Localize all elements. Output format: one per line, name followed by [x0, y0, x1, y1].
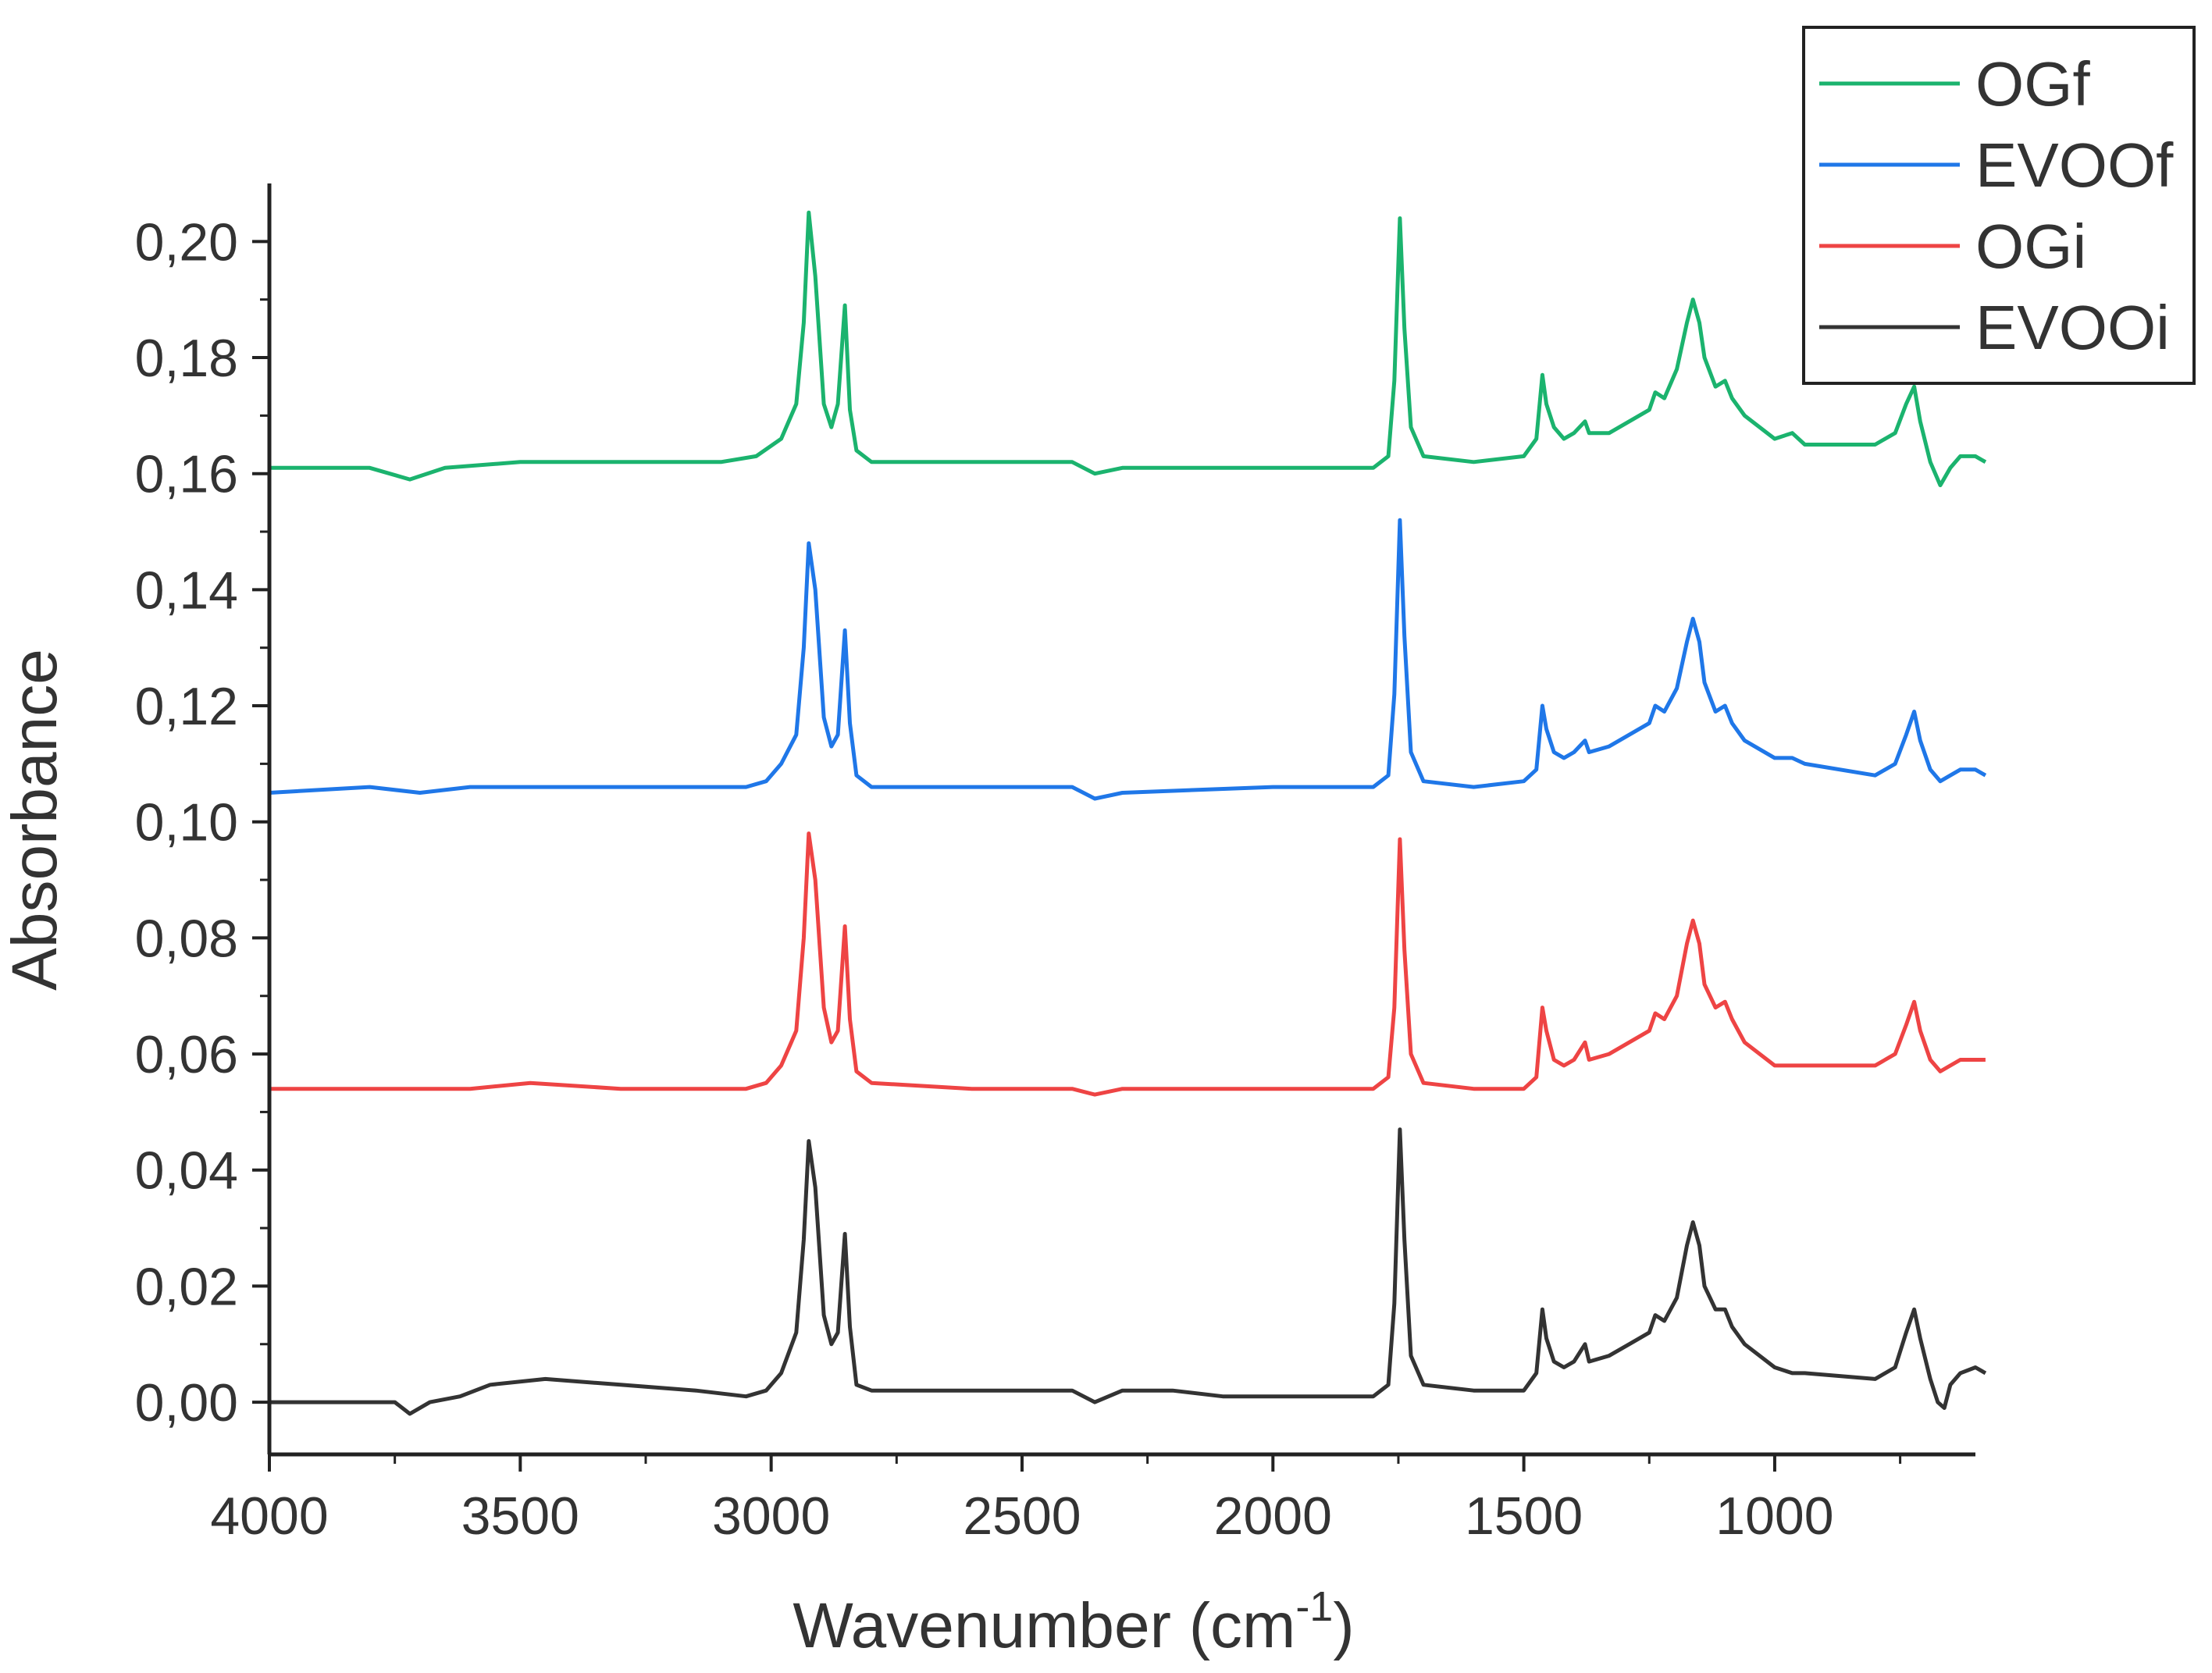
- series-line-ogi: [269, 831, 1986, 1097]
- y-tick-label: 0,08: [135, 909, 238, 968]
- x-tick-label: 2500: [963, 1486, 1081, 1546]
- y-tick-label: 0,20: [135, 212, 238, 272]
- y-tick-label: 0,18: [135, 329, 238, 388]
- y-tick-label: 0,00: [135, 1373, 238, 1433]
- series-layer: [269, 210, 1987, 1416]
- x-axis-title: Wavenumber (cm-1): [793, 1583, 1354, 1661]
- x-tick-label: 3000: [712, 1486, 830, 1546]
- x-axis-title-close: ): [1333, 1590, 1354, 1661]
- legend-label-ogf: OGf: [1975, 49, 2090, 119]
- series-line-evoof: [269, 518, 1987, 801]
- legend-label-evoof: EVOOf: [1975, 130, 2174, 200]
- legend-label-ogi: OGi: [1975, 212, 2086, 281]
- x-tick-label: 2000: [1214, 1486, 1332, 1546]
- axes-layer: [267, 183, 1975, 1457]
- x-tick-label: 4000: [210, 1486, 328, 1546]
- series-line-evooi: [269, 1127, 1987, 1416]
- ticks-layer: 0,00 0,02 0,04 0,06 0,08 0,10 0,12 0,14 0,16 0,18…: [135, 212, 1902, 1546]
- x-tick-label: 1500: [1465, 1486, 1583, 1546]
- y-tick-label: 0,06: [135, 1025, 238, 1084]
- series-line-ogf: [269, 210, 1987, 488]
- legend: OGf EVOOf OGi EVOOi: [1802, 26, 2196, 385]
- x-axis-title-main: Wavenumber (cm: [793, 1590, 1295, 1661]
- x-axis-title-superscript: -1: [1295, 1583, 1333, 1630]
- y-axis-title: Absorbance: [0, 649, 70, 991]
- x-tick-label: 3500: [461, 1486, 579, 1546]
- y-tick-label: 0,12: [135, 677, 238, 736]
- y-tick-label: 0,14: [135, 561, 238, 620]
- y-tick-label: 0,16: [135, 445, 238, 504]
- y-tick-label: 0,02: [135, 1257, 238, 1316]
- y-tick-label: 0,04: [135, 1141, 238, 1201]
- x-tick-label: 1000: [1715, 1486, 1833, 1546]
- y-tick-label: 0,10: [135, 793, 238, 853]
- legend-box: [1802, 26, 2196, 385]
- legend-label-evooi: EVOOi: [1975, 293, 2170, 362]
